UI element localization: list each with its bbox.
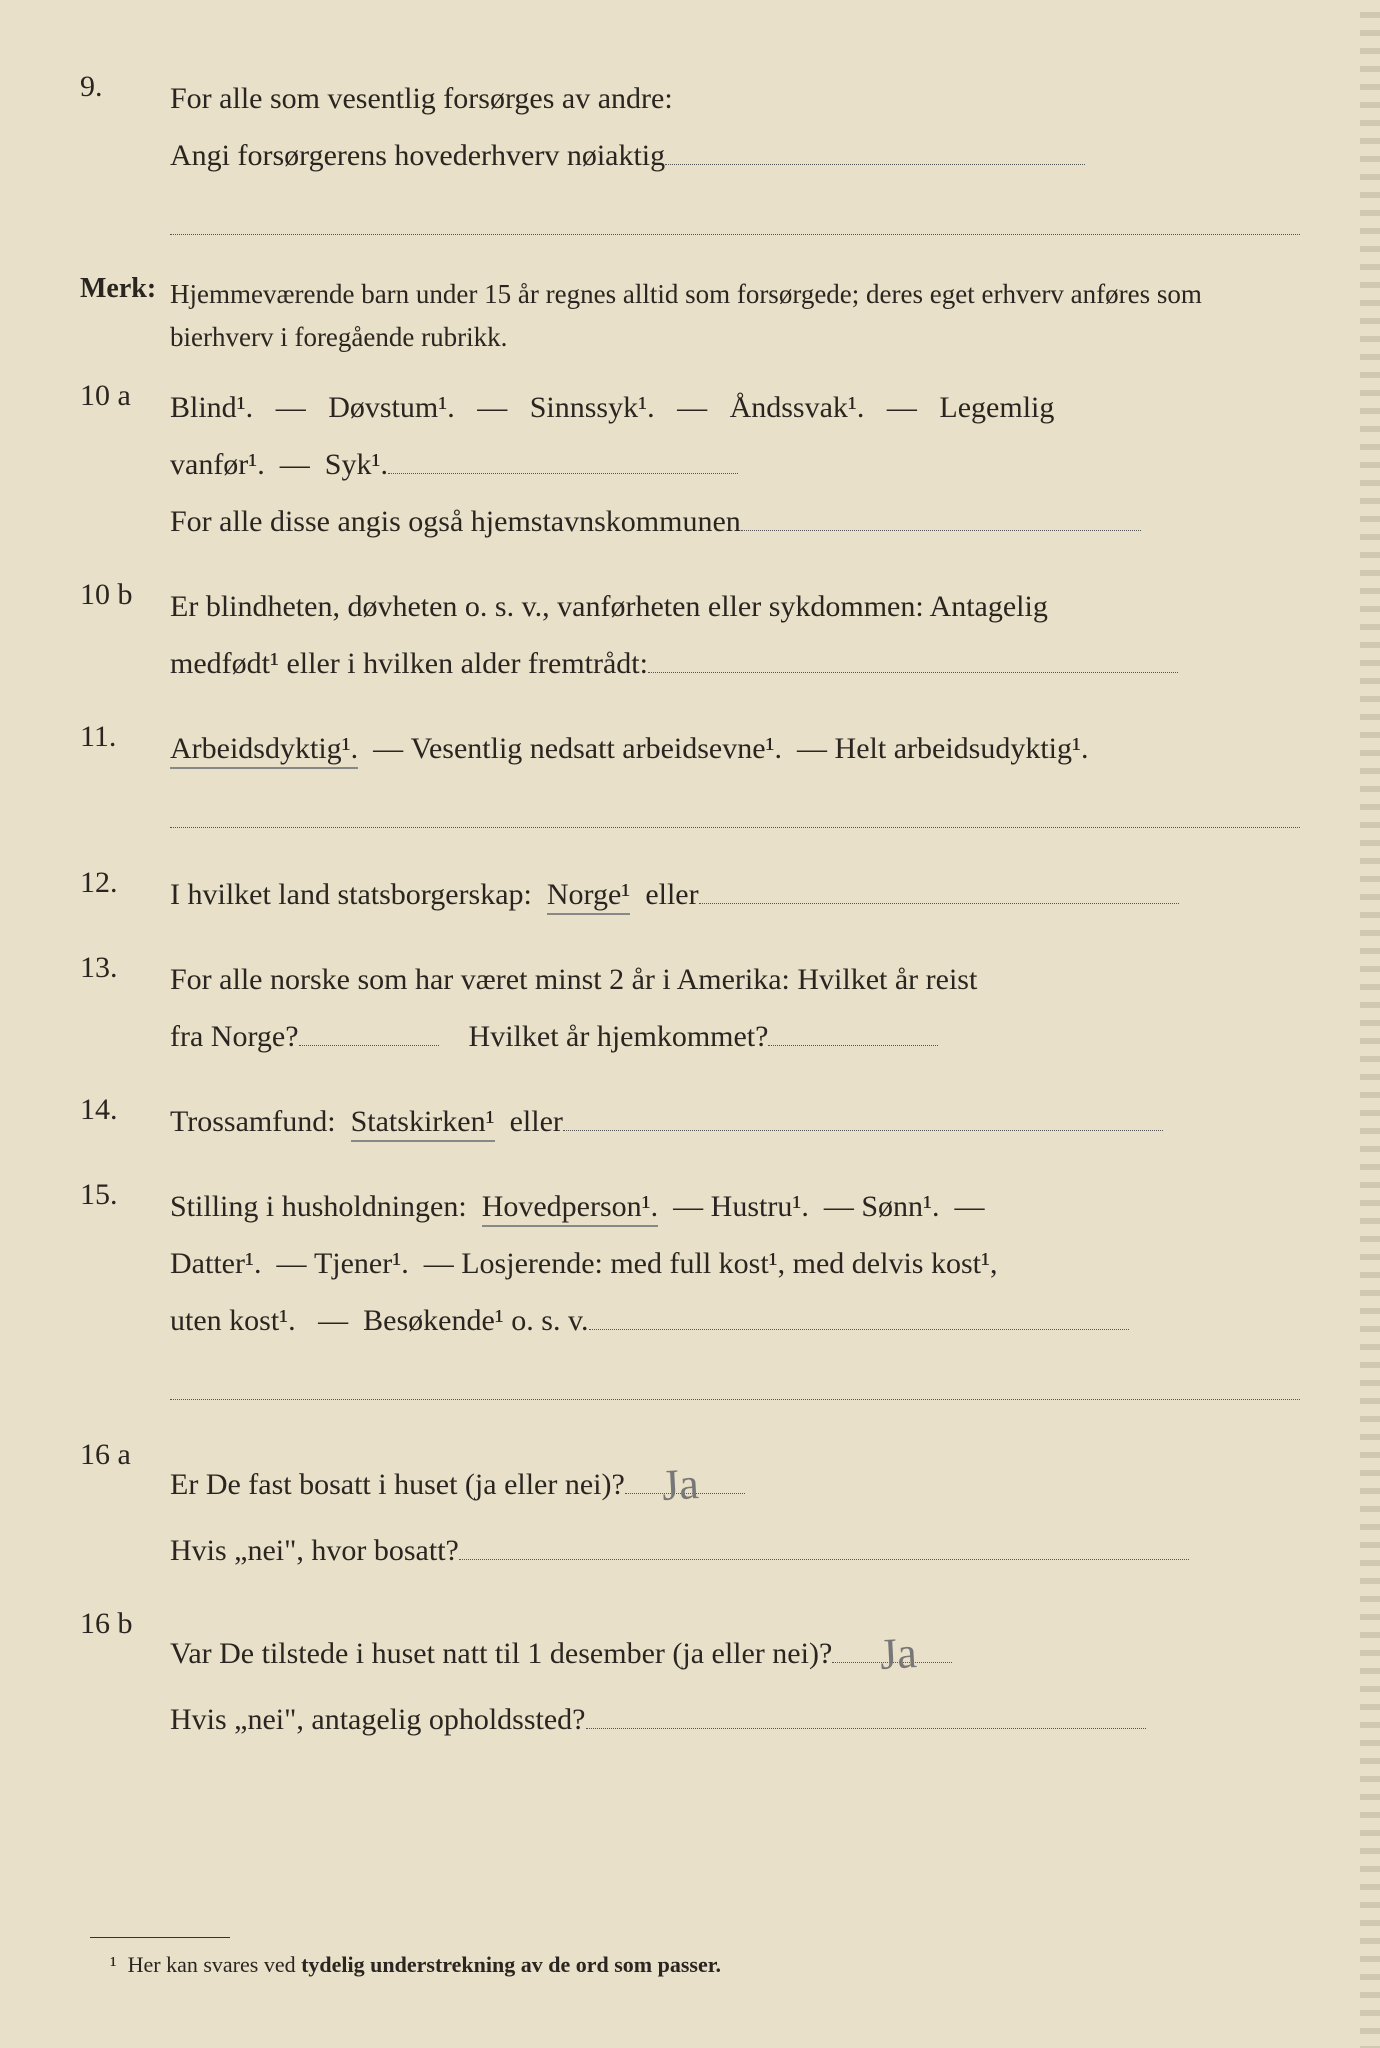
q13-number: 13. <box>80 951 170 985</box>
opt-sinnssyk: Sinnssyk¹. <box>530 391 655 424</box>
opt-udyktig: Helt arbeidsudyktig¹. <box>835 732 1089 765</box>
q15-text1: Stilling i husholdningen: <box>170 1190 467 1223</box>
q16b-q2: Hvis „nei", antagelig opholdssted? <box>170 1703 586 1736</box>
q10b-number: 10 b <box>80 578 170 612</box>
q11-number: 11. <box>80 720 170 754</box>
footnote: ¹ Her kan svares ved tydelig understrekn… <box>110 1952 721 1978</box>
fill-line <box>741 530 1141 531</box>
merk-label: Merk: <box>80 273 170 305</box>
q12-number: 12. <box>80 866 170 900</box>
q9-line2: Angi forsørgerens hovederhverv nøiaktig <box>170 139 665 172</box>
fill-line <box>563 1130 1163 1131</box>
question-10a: 10 a Blind¹. — Døvstum¹. — Sinnssyk¹. — … <box>80 379 1300 550</box>
opt-nedsatt: Vesentlig nedsatt arbeidsevne¹. <box>411 732 782 765</box>
q14-number: 14. <box>80 1093 170 1127</box>
footnote-marker: ¹ <box>110 1952 117 1977</box>
fill-line <box>665 164 1085 165</box>
fill-line <box>648 672 1178 673</box>
fill-line <box>170 827 1300 828</box>
opt-utenkost: uten kost¹. <box>170 1304 296 1337</box>
footnote-divider <box>90 1937 230 1938</box>
q12-text2: eller <box>645 878 698 911</box>
q16a-q2: Hvis „nei", hvor bosatt? <box>170 1534 459 1567</box>
opt-sonn: Sønn¹. <box>861 1190 939 1223</box>
merk-text: Hjemmeværende barn under 15 år regnes al… <box>170 273 1300 359</box>
opt-arbeidsdyktig: Arbeidsdyktig¹. <box>170 732 358 769</box>
question-10b: 10 b Er blindheten, døvheten o. s. v., v… <box>80 578 1300 692</box>
footnote-text: Her kan svares ved <box>128 1952 296 1977</box>
opt-losjerende: Losjerende: med full kost¹, med delvis k… <box>461 1247 997 1280</box>
q16a-q1: Er De fast bosatt i huset (ja eller nei)… <box>170 1468 625 1501</box>
question-15: 15. Stilling i husholdningen: Hovedperso… <box>80 1178 1300 1410</box>
q9-number: 9. <box>80 70 170 104</box>
q10a-line3: For alle disse angis også hjemstavnskomm… <box>170 505 741 538</box>
fill-line <box>589 1329 1129 1330</box>
opt-legemlig: Legemlig <box>939 391 1054 424</box>
fill-line <box>388 473 738 474</box>
q16b-number: 16 b <box>80 1607 170 1641</box>
question-9: 9. For alle som vesentlig forsørges av a… <box>80 70 1300 245</box>
opt-hovedperson: Hovedperson¹. <box>482 1190 658 1227</box>
q16b-q1: Var De tilstede i huset natt til 1 desem… <box>170 1637 832 1670</box>
opt-tjener: Tjener¹. <box>314 1247 409 1280</box>
fill-line <box>170 1399 1300 1400</box>
question-14: 14. Trossamfund: Statskirken¹ eller <box>80 1093 1300 1150</box>
q14-text2: eller <box>510 1105 563 1138</box>
q9-line1: For alle som vesentlig forsørges av andr… <box>170 70 1300 127</box>
opt-syk: Syk¹. <box>325 448 388 481</box>
fill-line <box>459 1559 1189 1560</box>
fill-line <box>299 1045 439 1046</box>
q16a-number: 16 a <box>80 1438 170 1472</box>
opt-statskirken: Statskirken¹ <box>351 1105 495 1142</box>
opt-datter: Datter¹. <box>170 1247 261 1280</box>
q12-text1: I hvilket land statsborgerskap: <box>170 878 532 911</box>
merk-note: Merk: Hjemmeværende barn under 15 år reg… <box>80 273 1300 359</box>
footnote-bold: tydelig understrekning av de ord som pas… <box>301 1952 721 1977</box>
opt-norge: Norge¹ <box>547 878 630 915</box>
question-13: 13. For alle norske som har været minst … <box>80 951 1300 1065</box>
q10b-line2: medfødt¹ eller i hvilken alder fremtrådt… <box>170 647 648 680</box>
answer-16b: Ja <box>878 1611 919 1696</box>
q10a-number: 10 a <box>80 379 170 413</box>
opt-dovstum: Døvstum¹. <box>328 391 455 424</box>
question-16a: 16 a Er De fast bosatt i huset (ja eller… <box>80 1438 1300 1579</box>
fill-line <box>170 234 1300 235</box>
question-12: 12. I hvilket land statsborgerskap: Norg… <box>80 866 1300 923</box>
fill-line <box>699 903 1179 904</box>
q15-number: 15. <box>80 1178 170 1212</box>
opt-besokende: Besøkende¹ o. s. v. <box>363 1304 588 1337</box>
fill-line <box>586 1728 1146 1729</box>
question-11: 11. Arbeidsdyktig¹. — Vesentlig nedsatt … <box>80 720 1300 838</box>
answer-16a: Ja <box>660 1442 701 1527</box>
opt-blind: Blind¹. <box>170 391 253 424</box>
q14-text1: Trossamfund: <box>170 1105 336 1138</box>
question-16b: 16 b Var De tilstede i huset natt til 1 … <box>80 1607 1300 1748</box>
q13-line2a: fra Norge? <box>170 1020 299 1053</box>
q13-line2b: Hvilket år hjemkommet? <box>469 1020 769 1053</box>
opt-hustru: Hustru¹. <box>711 1190 809 1223</box>
opt-vanfor: vanfør¹. <box>170 448 265 481</box>
q13-line1: For alle norske som har været minst 2 år… <box>170 951 1300 1008</box>
q10b-line1: Er blindheten, døvheten o. s. v., vanfør… <box>170 578 1300 635</box>
opt-andssvak: Åndssvak¹. <box>730 391 865 424</box>
fill-line <box>768 1045 938 1046</box>
